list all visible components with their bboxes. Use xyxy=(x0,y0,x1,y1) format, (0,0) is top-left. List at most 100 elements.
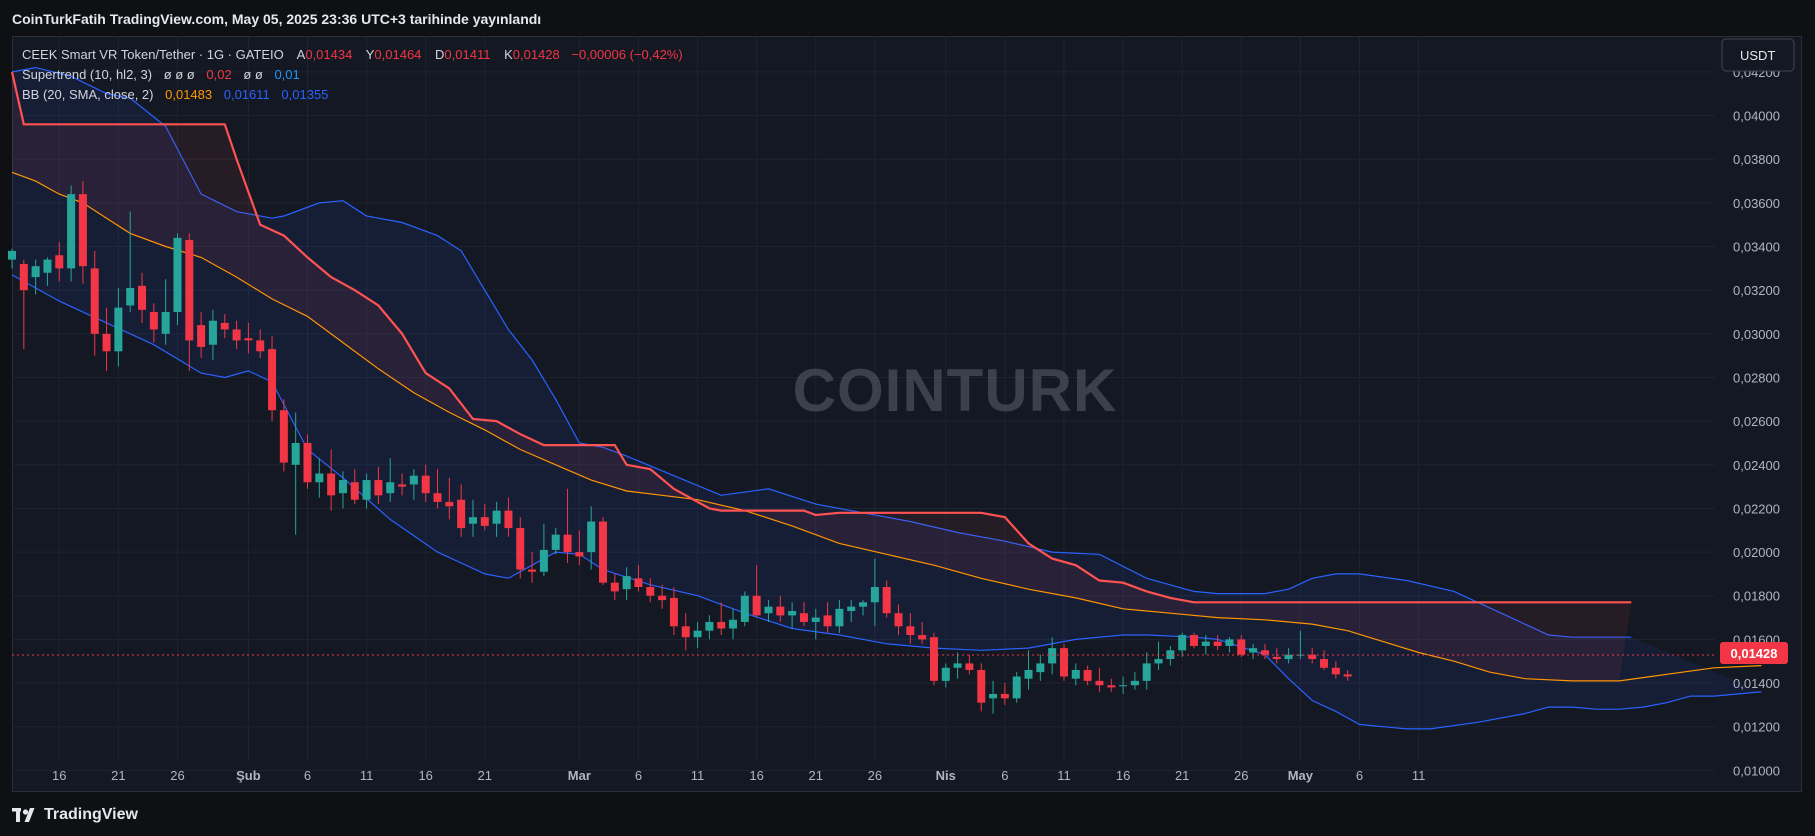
candle xyxy=(1284,648,1293,664)
candle xyxy=(433,469,442,509)
supertrend-indicator xyxy=(10,71,1632,681)
candle xyxy=(870,558,879,627)
candle xyxy=(551,528,560,555)
supertrend-line xyxy=(10,71,1632,604)
candle xyxy=(1331,661,1340,679)
candle-body xyxy=(563,534,572,553)
candle-body xyxy=(1272,656,1281,660)
candle-body xyxy=(906,626,915,636)
candle-body xyxy=(43,259,52,273)
y-tick-label: 0,02400 xyxy=(1733,458,1780,473)
candle xyxy=(386,458,395,502)
x-tick-label: 11 xyxy=(360,768,374,783)
candle xyxy=(1107,678,1116,692)
candle xyxy=(894,604,903,636)
candle xyxy=(610,573,619,601)
candle xyxy=(1119,676,1128,694)
candle-body xyxy=(279,410,288,463)
candle-body xyxy=(161,312,170,334)
candle xyxy=(149,303,158,343)
candle xyxy=(563,488,572,564)
bb-upper-value: 0,01611 xyxy=(224,87,270,102)
legend-open-label: A xyxy=(297,47,306,62)
candle-body xyxy=(610,582,619,592)
x-tick-label: 21 xyxy=(111,768,125,783)
candle xyxy=(1012,672,1021,703)
candle-body xyxy=(504,510,513,529)
y-tick-label: 0,03200 xyxy=(1733,283,1780,298)
price-axis[interactable]: 0,042000,040000,038000,036000,034000,032… xyxy=(1733,65,1780,778)
candle xyxy=(929,632,938,686)
tradingview-logo[interactable]: TradingView xyxy=(12,806,138,824)
candle-body xyxy=(55,255,64,269)
candle xyxy=(729,608,738,640)
candle-body xyxy=(350,482,359,500)
candle xyxy=(811,608,820,640)
candle xyxy=(1320,650,1329,670)
x-tick-label: 6 xyxy=(635,768,642,783)
candle-body xyxy=(1260,650,1269,655)
candle xyxy=(1130,672,1139,690)
candle xyxy=(1071,663,1080,686)
candle xyxy=(67,185,76,282)
candle-body xyxy=(126,288,135,306)
candle xyxy=(1095,667,1104,692)
candle-body xyxy=(539,549,548,572)
candle-body xyxy=(1154,659,1163,664)
legend-high-label: Y xyxy=(366,47,375,62)
candle xyxy=(575,530,584,566)
candle-body xyxy=(859,602,868,607)
bb-lower-value: 0,01355 xyxy=(281,87,328,102)
candle-body xyxy=(941,667,950,681)
candle xyxy=(693,621,702,649)
candle xyxy=(752,565,761,618)
svg-text:Supertrend (10, hl2, 3): Supertrend (10, hl2, 3) ø ø ø 0,02 ø ø 0… xyxy=(22,67,300,82)
candle xyxy=(1237,635,1246,657)
candle-body xyxy=(338,480,347,494)
time-axis[interactable]: 16 21 26 Şub 6 11 16 21 Mar 6 11 16 21 26 Nis 6 11 16 21 26… xyxy=(52,768,1425,783)
candle-body xyxy=(977,669,986,703)
candle-body xyxy=(658,595,667,601)
candle xyxy=(1142,652,1151,690)
watermark: COINTURK xyxy=(793,357,1118,424)
candle-body xyxy=(646,587,655,596)
candle-body xyxy=(1000,693,1009,699)
candle-body xyxy=(67,194,76,269)
candle-body xyxy=(551,534,560,550)
candle xyxy=(622,567,631,601)
candle-body xyxy=(220,322,229,330)
candle-body xyxy=(31,266,40,278)
candle xyxy=(90,250,99,356)
candle-body xyxy=(173,237,182,313)
x-tick-label: 11 xyxy=(1412,768,1426,783)
candle-body xyxy=(468,517,477,524)
svg-text:CEEK Smart VR Token/Tether · 1: CEEK Smart VR Token/Tether · 1G · GATEIO… xyxy=(22,47,683,62)
y-tick-label: 0,04000 xyxy=(1733,109,1780,124)
candle xyxy=(599,517,607,585)
candle xyxy=(291,412,300,535)
chart-panel[interactable] xyxy=(12,36,1802,792)
candle-body xyxy=(1130,680,1139,686)
x-tick-label: 16 xyxy=(52,768,66,783)
legend-low-label: D xyxy=(435,47,444,62)
candle xyxy=(303,434,312,489)
candle-body xyxy=(788,611,797,616)
candle xyxy=(740,591,749,627)
candle xyxy=(220,314,229,339)
candle xyxy=(504,497,513,537)
candle-body xyxy=(1178,635,1187,651)
candle-body xyxy=(729,619,738,629)
candle-body xyxy=(1249,648,1258,653)
candle-body xyxy=(1201,641,1210,646)
supertrend-values: ø ø ø xyxy=(164,67,195,82)
tradingview-icon xyxy=(12,808,35,822)
candle xyxy=(977,663,986,712)
candle xyxy=(965,654,974,675)
candle-body xyxy=(1296,654,1305,656)
legend: CEEK Smart VR Token/Tether · 1G · GATEIO… xyxy=(22,47,683,102)
currency-button[interactable]: USDT xyxy=(1721,38,1795,72)
candle-body xyxy=(634,578,643,588)
legend-symbol: CEEK Smart VR Token/Tether · 1G · GATEIO xyxy=(22,47,284,62)
candle xyxy=(587,506,596,570)
